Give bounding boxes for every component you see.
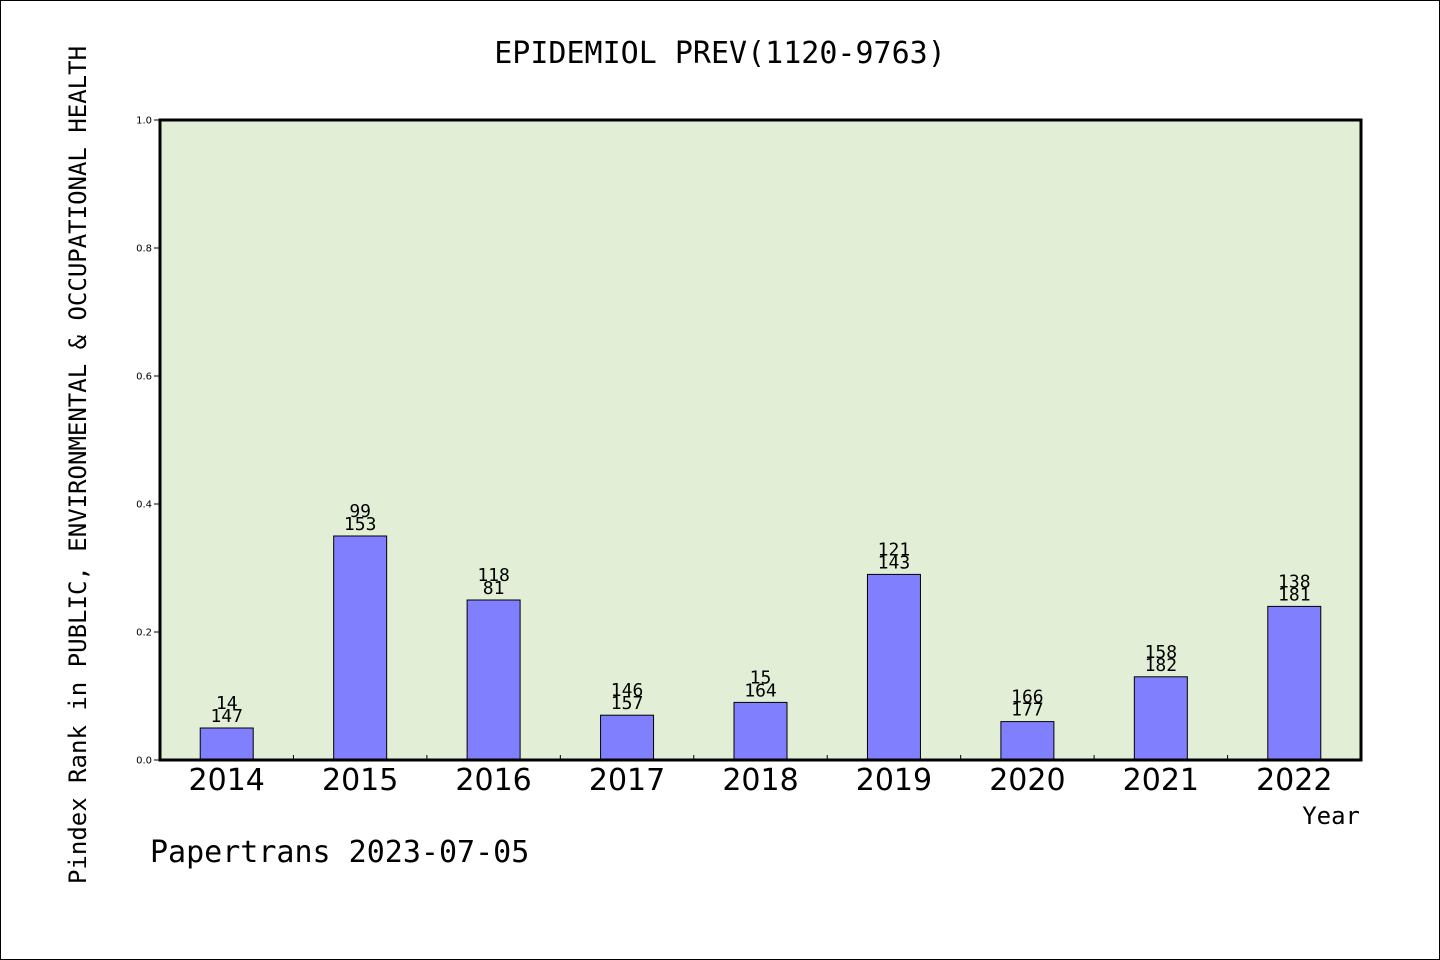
bar <box>333 535 388 761</box>
y-tick-label: 0.6 <box>136 372 152 383</box>
bar-label-top: 146 <box>611 680 644 701</box>
bar-label-top: 15 <box>750 667 772 688</box>
x-tick-label: 2014 <box>189 763 265 798</box>
bar <box>1267 605 1322 761</box>
bar-label-top: 118 <box>477 565 510 586</box>
x-tick-label: 2022 <box>1256 763 1332 798</box>
bar-label-bottom: 177 <box>1011 700 1044 721</box>
bar-label-bottom: 182 <box>1145 655 1178 676</box>
bar-label-bottom: 181 <box>1278 584 1311 605</box>
bar-label-top: 99 <box>349 501 371 522</box>
y-tick-label: 0.4 <box>136 500 152 511</box>
x-tick-label: 2019 <box>856 763 932 798</box>
footer-credit: Papertrans 2023-07-05 <box>150 835 530 870</box>
bar-label-top: 166 <box>1011 687 1044 708</box>
bar <box>466 599 521 761</box>
bar <box>1133 676 1188 761</box>
y-tick-label: 0.2 <box>136 628 152 639</box>
bar <box>1000 721 1055 761</box>
bar-label-bottom: 143 <box>878 552 911 573</box>
x-tick-label: 2016 <box>455 763 531 798</box>
bar <box>733 701 788 761</box>
x-tick-label: 2021 <box>1123 763 1199 798</box>
bar-label-top: 14 <box>216 693 238 714</box>
bar-label-top: 121 <box>878 539 911 560</box>
bar <box>600 714 655 761</box>
x-axis-label: Year <box>1302 802 1360 830</box>
y-tick-label: 0.0 <box>136 756 152 767</box>
bar-label-bottom: 164 <box>744 680 777 701</box>
bar-label-top: 158 <box>1145 642 1178 663</box>
bar-label-bottom: 157 <box>611 693 644 714</box>
plot-border <box>158 118 1363 762</box>
x-tick-label: 2015 <box>322 763 398 798</box>
bar-label-bottom: 81 <box>483 578 505 599</box>
y-tick-label: 0.8 <box>136 244 152 255</box>
x-tick-label: 2020 <box>989 763 1065 798</box>
bar-label-top: 138 <box>1278 571 1311 592</box>
bar-label-bottom: 153 <box>344 514 377 535</box>
y-tick-label: 1.0 <box>136 116 152 127</box>
bar-label-bottom: 147 <box>210 706 243 727</box>
bar <box>199 727 254 761</box>
x-tick-label: 2018 <box>722 763 798 798</box>
chart-title: EPIDEMIOL PREV(1120-9763) <box>494 36 946 71</box>
bar <box>866 573 921 761</box>
x-tick-label: 2017 <box>589 763 665 798</box>
